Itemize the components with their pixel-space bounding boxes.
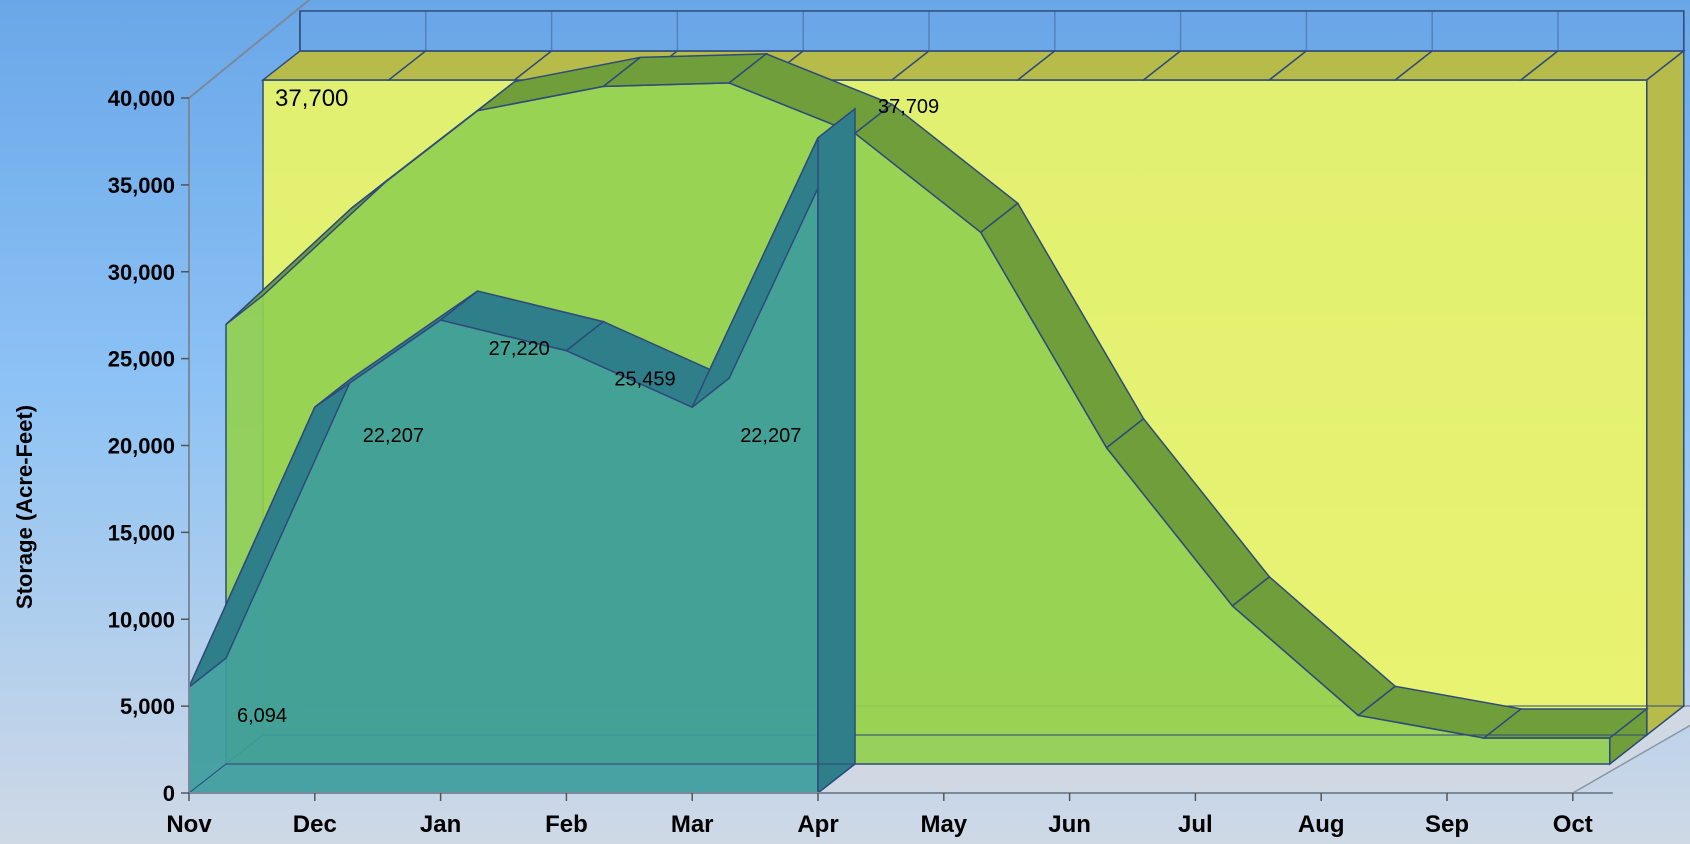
- x-tick-label: Apr: [797, 811, 838, 838]
- y-tick-label: 20,000: [108, 434, 175, 459]
- front-series-data-label: 27,220: [489, 338, 550, 360]
- x-tick-label: May: [920, 811, 967, 838]
- front-series-data-label: 37,709: [878, 96, 939, 118]
- x-tick-label: Dec: [293, 811, 337, 838]
- y-axis-title: Storage (Acre-Feet): [12, 405, 37, 609]
- x-tick-label: Sep: [1425, 811, 1469, 838]
- y-tick-label: 5,000: [120, 694, 175, 719]
- front-series-data-label: 25,459: [614, 369, 675, 391]
- front-series-side-face: [817, 107, 856, 795]
- back-series-band: [299, 10, 1685, 52]
- y-tick-label: 30,000: [108, 260, 175, 285]
- x-tick-label: Mar: [671, 811, 714, 838]
- back-series-data-label: 37,700: [275, 85, 348, 112]
- back-series-side-face: [1646, 49, 1685, 737]
- y-tick-label: 25,000: [108, 347, 175, 372]
- data-labels: 6,094 22,207 27,220 25,459 22,207 37,709 37,70…: [237, 85, 939, 727]
- y-tick-label: 15,000: [108, 520, 175, 545]
- y-tick-label: 0: [163, 781, 175, 806]
- front-series-data-label: 22,207: [363, 425, 424, 447]
- y-tick-label: 40,000: [108, 86, 175, 111]
- x-tick-label: Oct: [1553, 811, 1593, 838]
- x-tick-label: Feb: [545, 811, 588, 838]
- category-axis: Nov Dec Jan Feb Mar Apr May Jun Jul Aug Sep Oct: [166, 793, 1593, 838]
- x-tick-label: Jun: [1048, 811, 1091, 838]
- x-tick-label: Jul: [1178, 811, 1213, 838]
- front-series-data-label: 6,094: [237, 705, 287, 727]
- front-series-data-label: 22,207: [740, 425, 801, 447]
- x-tick-label: Nov: [166, 811, 212, 838]
- y-tick-label: 35,000: [108, 173, 175, 198]
- value-axis: 0 5,000 10,000 15,000 20,000 25,000 30,000 35,0…: [108, 86, 1613, 806]
- front-series: [187, 107, 857, 795]
- y-tick-label: 10,000: [108, 607, 175, 632]
- x-tick-label: Jan: [420, 811, 461, 838]
- x-tick-label: Aug: [1298, 811, 1345, 838]
- frame-top-edge: [188, 0, 311, 99]
